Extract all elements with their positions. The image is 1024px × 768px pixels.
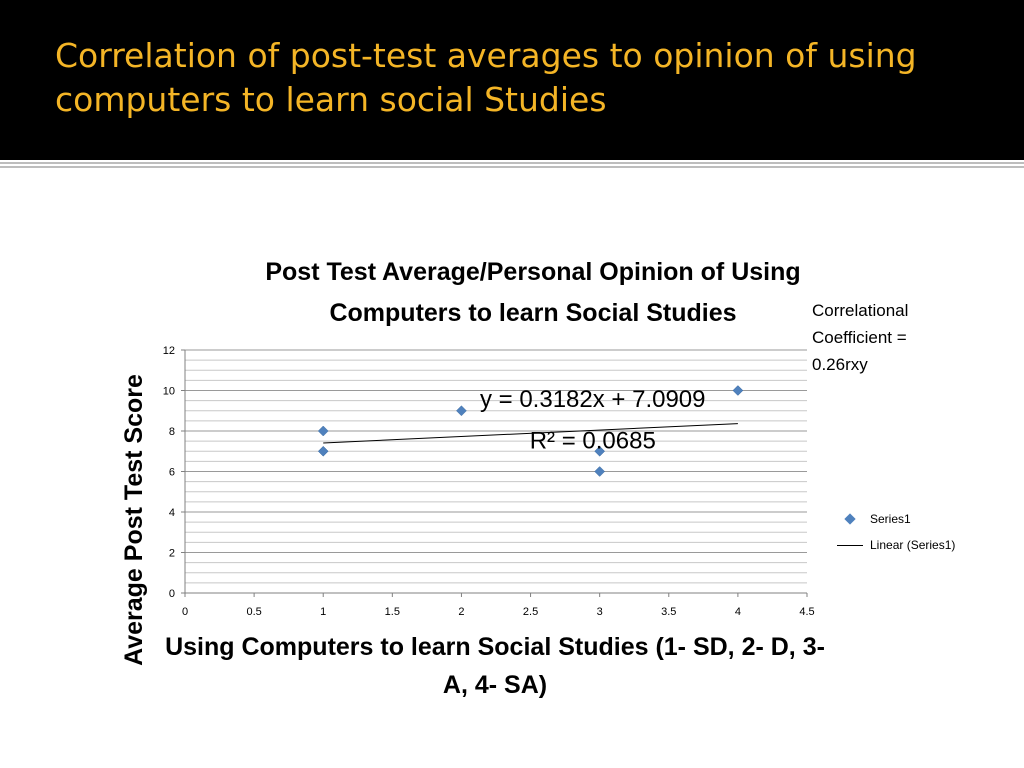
trendline-r-squared: R² = 0.0685 (530, 427, 656, 454)
x-tick-label: 3 (597, 606, 603, 618)
data-point (317, 425, 329, 437)
data-point (456, 405, 467, 417)
legend-item-trendline: Linear (Series1) (836, 532, 1006, 558)
gridlines (185, 349, 807, 594)
line-marker-icon (837, 544, 863, 546)
header-divider (0, 162, 1024, 164)
scatter-plot: 0 2 4 6 8 10 12 0 0.5 1 1.5 2 2.5 3 3.5 4 4.5 y = 0.318… (163, 345, 815, 618)
y-tick-label: 8 (169, 426, 175, 438)
x-axis-title: Using Computers to learn Social Studies … (165, 633, 825, 699)
x-tick-label: 4.5 (799, 606, 814, 618)
legend: Series1 Linear (Series1) (836, 506, 1006, 558)
x-tick-label: 0.5 (246, 606, 261, 618)
correlation-note: Correlational Coefficient = 0.26rxy (812, 301, 909, 374)
trendline-equation: y = 0.3182x + 7.0909 (480, 386, 706, 413)
data-points (317, 385, 744, 477)
data-point (594, 466, 606, 477)
header-divider-secondary (0, 166, 1024, 168)
trendline (323, 423, 738, 444)
x-tick-label: 2.5 (523, 606, 538, 618)
slide-header: Correlation of post-test averages to opi… (0, 0, 1024, 160)
x-tick-label: 3.5 (661, 606, 676, 618)
legend-label-series: Series1 (870, 512, 911, 526)
data-point (594, 445, 606, 457)
y-tick-label: 4 (169, 507, 175, 519)
x-tick-label: 1.5 (385, 606, 400, 618)
slide-title: Correlation of post-test averages to opi… (55, 36, 917, 119)
legend-label-trendline: Linear (Series1) (870, 538, 956, 552)
diamond-marker-icon (844, 513, 856, 525)
y-tick-label: 6 (169, 467, 175, 479)
x-tick-label: 1 (320, 606, 326, 618)
x-tick-label: 4 (735, 606, 741, 618)
y-tick-label: 2 (169, 548, 175, 560)
data-point (732, 385, 744, 396)
y-tick-labels: 0 2 4 6 8 10 12 (163, 345, 185, 600)
y-axis-title: Average Post Test Score (120, 374, 148, 666)
legend-item-series: Series1 (836, 506, 1006, 532)
y-tick-label: 0 (169, 588, 175, 600)
y-tick-label: 10 (163, 386, 175, 398)
y-tick-label: 12 (163, 345, 175, 357)
x-tick-label: 0 (182, 606, 188, 618)
data-point (317, 445, 329, 457)
chart-title: Post Test Average/Personal Opinion of Us… (265, 258, 801, 327)
x-tick-labels: 0 0.5 1 1.5 2 2.5 3 3.5 4 4.5 (182, 593, 815, 618)
x-tick-label: 2 (458, 606, 464, 618)
